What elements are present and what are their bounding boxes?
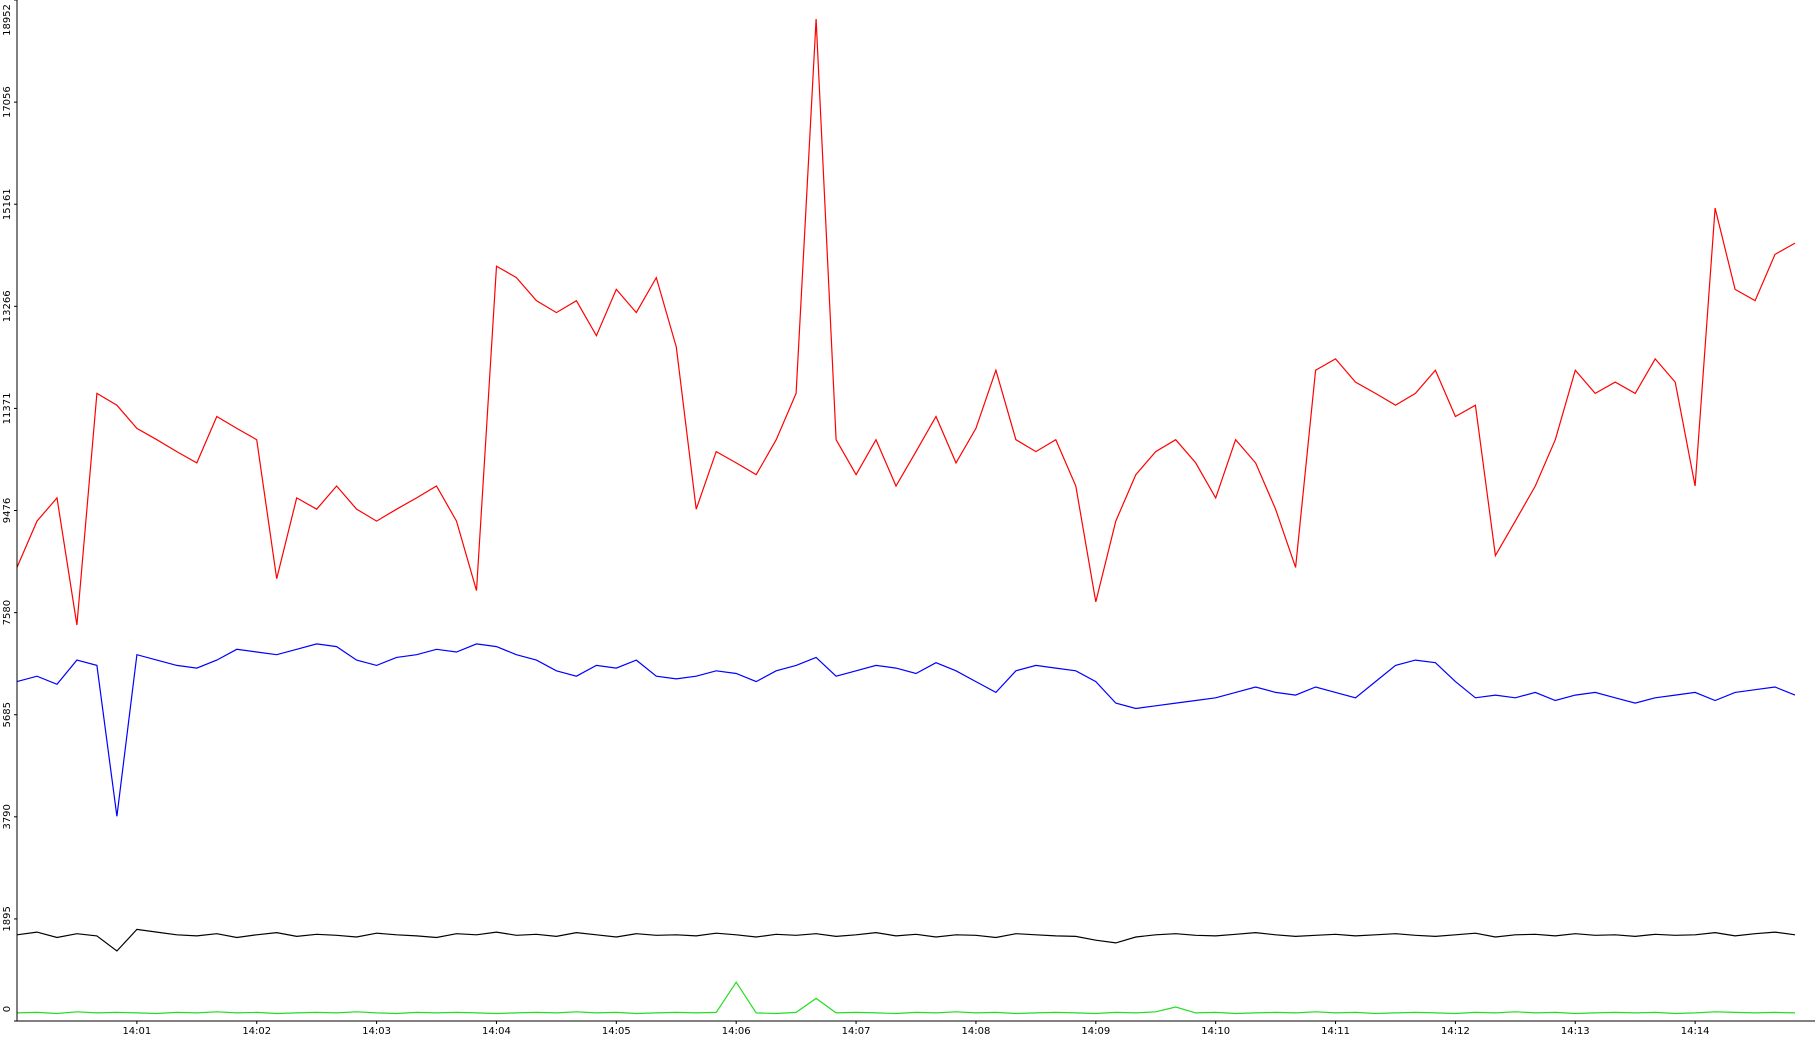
y-tick-label: 15161 [2, 188, 13, 220]
series-line [16, 928, 1796, 952]
y-tick-label: 18952 [2, 4, 13, 36]
x-tick-label: 14:08 [962, 1026, 991, 1037]
x-tick-label: 14:02 [242, 1026, 271, 1037]
series-line [16, 981, 1796, 1015]
series-line [16, 18, 1796, 626]
y-tick-label: 7580 [2, 600, 13, 625]
x-tick-label: 14:13 [1561, 1026, 1590, 1037]
x-tick-label: 14:10 [1201, 1026, 1230, 1037]
x-tick-label: 14:09 [1081, 1026, 1110, 1037]
series-line [16, 643, 1796, 817]
x-tick-label: 14:11 [1321, 1026, 1350, 1037]
x-tick-label: 14:07 [842, 1026, 871, 1037]
y-tick-label: 13266 [2, 290, 13, 322]
x-tick-label: 14:14 [1681, 1026, 1710, 1037]
x-tick-label: 14:04 [482, 1026, 511, 1037]
x-tick-label: 14:12 [1441, 1026, 1470, 1037]
y-tick-label: 17056 [2, 86, 13, 118]
y-tick-label: 3790 [2, 804, 13, 829]
x-tick-label: 14:03 [362, 1026, 391, 1037]
x-tick-label: 14:05 [602, 1026, 631, 1037]
y-tick-label: 11371 [2, 393, 13, 425]
y-tick-label: 9476 [2, 498, 13, 523]
y-tick-label: 5685 [2, 702, 13, 727]
y-tick-label: 1895 [2, 906, 13, 931]
y-tick-label: 0 [2, 1006, 13, 1012]
x-tick-label: 14:06 [722, 1026, 751, 1037]
x-tick-label: 14:01 [122, 1026, 151, 1037]
